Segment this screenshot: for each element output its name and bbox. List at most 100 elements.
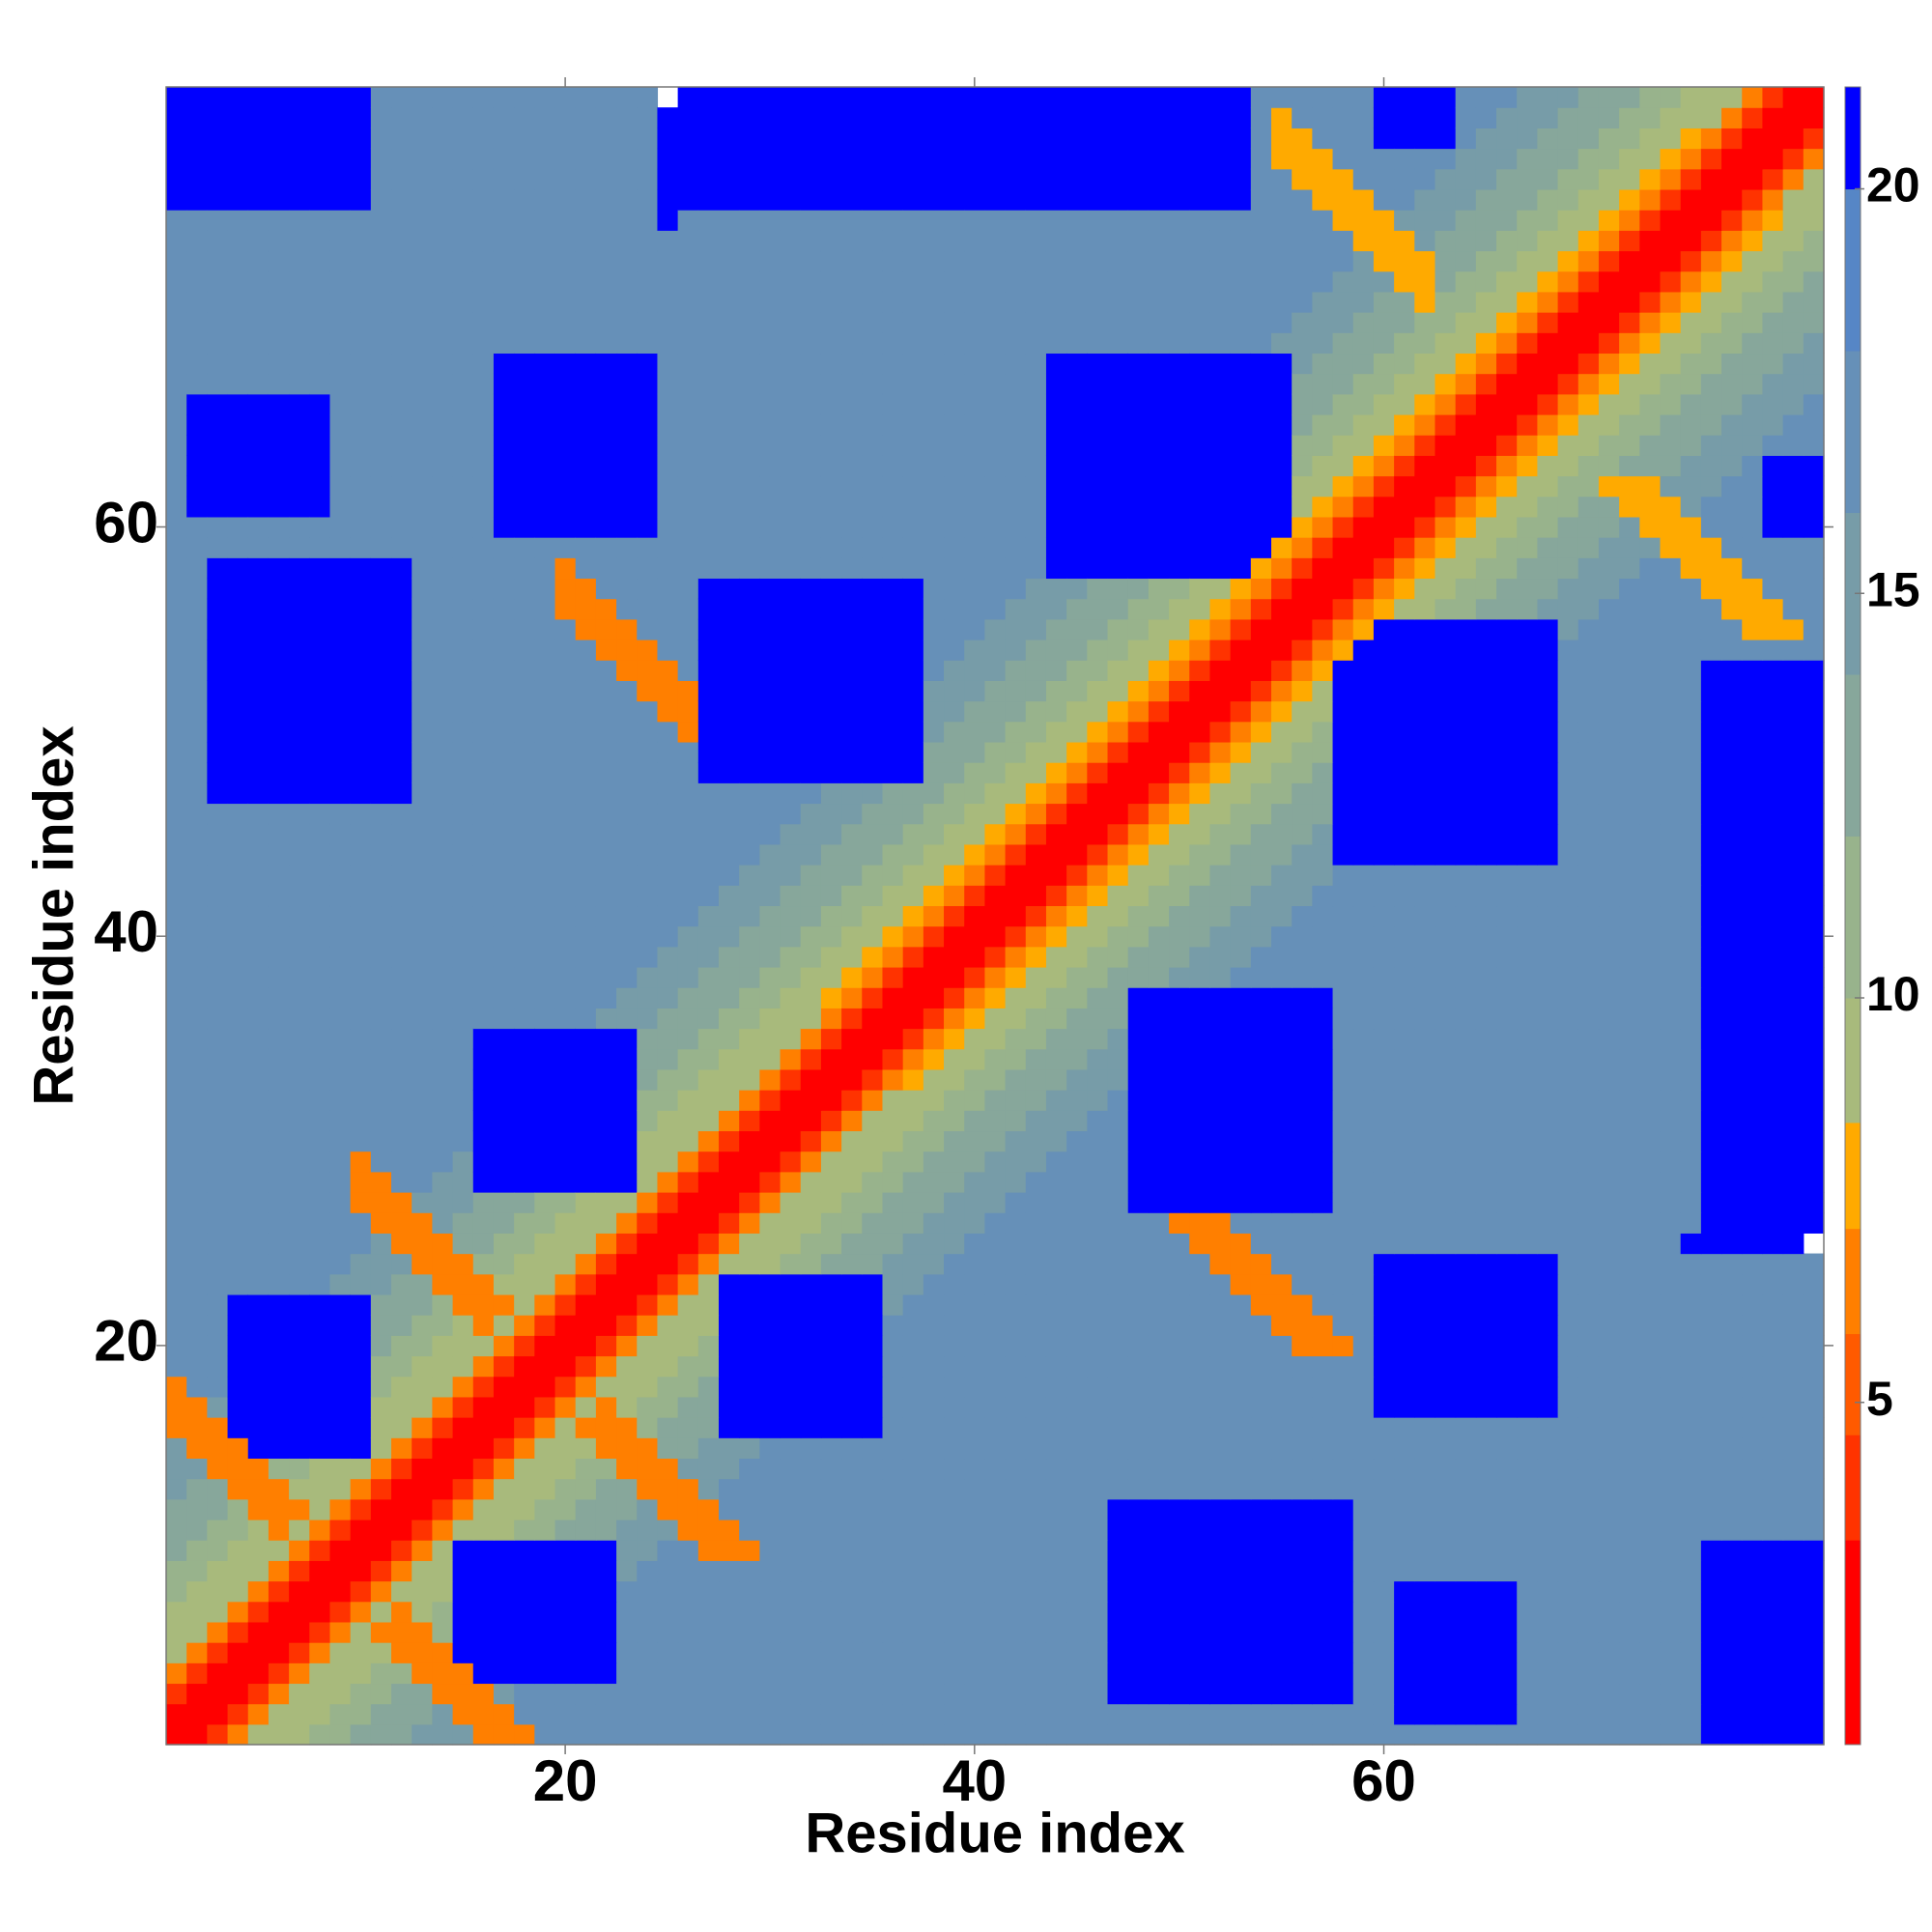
- heatmap-cell: [964, 1355, 986, 1378]
- heatmap-cell: [984, 1048, 1007, 1070]
- heatmap-cell: [923, 946, 945, 968]
- heatmap-cell: [1352, 1662, 1375, 1685]
- heatmap-cell: [1660, 1560, 1682, 1582]
- heatmap-cell: [1782, 1171, 1804, 1193]
- heatmap-cell: [1127, 1130, 1150, 1152]
- heatmap-cell: [1680, 905, 1702, 927]
- heatmap-cell: [329, 210, 352, 231]
- heatmap-cell: [554, 782, 577, 805]
- heatmap-cell: [984, 353, 1007, 375]
- heatmap-cell: [1782, 1315, 1804, 1336]
- heatmap-cell: [1496, 1396, 1518, 1418]
- heatmap-cell: [370, 230, 392, 252]
- heatmap-cell: [472, 1723, 495, 1746]
- heatmap-cell: [350, 782, 372, 805]
- heatmap-cell: [1742, 1293, 1764, 1316]
- heatmap-cell: [739, 1028, 760, 1050]
- heatmap-cell: [637, 1601, 659, 1623]
- heatmap-cell: [412, 1498, 434, 1520]
- heatmap-cell: [432, 946, 454, 968]
- heatmap-cell: [1435, 1560, 1457, 1582]
- heatmap-cell: [759, 1273, 781, 1295]
- heatmap-cell: [472, 1580, 495, 1603]
- heatmap-cell: [1435, 1621, 1457, 1643]
- heatmap-cell: [1782, 1233, 1804, 1255]
- heatmap-cell: [1189, 1335, 1211, 1357]
- heatmap-cell: [1169, 1540, 1190, 1561]
- heatmap-cell: [1700, 946, 1722, 968]
- heatmap-cell: [1700, 966, 1722, 988]
- heatmap-cell: [862, 762, 884, 783]
- heatmap-cell: [1721, 1110, 1743, 1132]
- heatmap-cell: [575, 393, 597, 415]
- heatmap-cell: [514, 1273, 535, 1295]
- heatmap-cell: [391, 1151, 412, 1173]
- heatmap-cell: [1762, 1683, 1784, 1705]
- heatmap-cell: [472, 1008, 495, 1030]
- heatmap-cell: [554, 1068, 577, 1091]
- heatmap-cell: [780, 291, 802, 313]
- heatmap-cell: [472, 782, 495, 805]
- heatmap-cell: [412, 1662, 434, 1685]
- heatmap-cell: [1189, 1048, 1211, 1070]
- heatmap-cell: [882, 312, 904, 333]
- heatmap-cell: [616, 353, 638, 375]
- heatmap-cell: [493, 87, 515, 108]
- heatmap-cell: [1025, 905, 1047, 927]
- heatmap-cell: [1414, 1642, 1436, 1663]
- heatmap-cell: [289, 598, 310, 620]
- heatmap-cell: [1700, 1130, 1722, 1152]
- heatmap-cell: [616, 803, 638, 825]
- heatmap-cell: [370, 1458, 392, 1480]
- heatmap-cell: [329, 435, 352, 456]
- heatmap-cell: [1066, 925, 1088, 948]
- heatmap-cell: [1742, 1560, 1764, 1582]
- heatmap-cell: [841, 885, 863, 907]
- heatmap-cell: [1598, 1458, 1620, 1480]
- heatmap-cell: [289, 87, 310, 108]
- heatmap-cell: [1803, 1130, 1825, 1152]
- heatmap-cell: [186, 270, 208, 293]
- heatmap-cell: [227, 700, 249, 723]
- heatmap-cell: [534, 475, 556, 497]
- heatmap-cell: [207, 455, 229, 477]
- heatmap-cell: [1127, 1560, 1150, 1582]
- heatmap-cell: [1762, 1560, 1784, 1582]
- heatmap-cell: [1045, 1498, 1067, 1520]
- heatmap-cell: [1680, 1273, 1702, 1295]
- heatmap-cell: [268, 1662, 290, 1685]
- heatmap-cell: [452, 1048, 474, 1070]
- heatmap-cell: [1250, 1683, 1272, 1705]
- heatmap-cell: [391, 1458, 412, 1480]
- heatmap-cell: [1803, 1458, 1825, 1480]
- heatmap-cell: [780, 373, 802, 395]
- heatmap-cell: [1577, 1621, 1600, 1643]
- heatmap-cell: [391, 823, 412, 845]
- heatmap-cell: [432, 1683, 454, 1705]
- heatmap-cell: [350, 435, 372, 456]
- heatmap-cell: [1087, 987, 1109, 1009]
- heatmap-cell: [534, 1273, 556, 1295]
- heatmap-cell: [862, 1008, 884, 1030]
- heatmap-cell: [759, 1376, 781, 1398]
- heatmap-cell: [391, 762, 412, 783]
- heatmap-cell: [1209, 1192, 1232, 1213]
- heatmap-cell: [1803, 925, 1825, 948]
- heatmap-cell: [1148, 1068, 1170, 1091]
- heatmap-cell: [514, 1028, 535, 1050]
- heatmap-cell: [1496, 1192, 1518, 1213]
- heatmap-cell: [657, 413, 679, 436]
- heatmap-cell: [1577, 1396, 1600, 1418]
- heatmap-cell: [329, 618, 352, 640]
- heatmap-cell: [493, 1642, 515, 1663]
- heatmap-cell: [1373, 1253, 1395, 1275]
- heatmap-cell: [1292, 1068, 1313, 1091]
- heatmap-cell: [186, 843, 208, 866]
- heatmap-cell: [1700, 1293, 1722, 1316]
- heatmap-cell: [289, 1458, 310, 1480]
- heatmap-cell: [820, 1642, 842, 1663]
- heatmap-cell: [1742, 1683, 1764, 1705]
- heatmap-cell: [391, 1560, 412, 1582]
- heatmap-cell: [882, 250, 904, 272]
